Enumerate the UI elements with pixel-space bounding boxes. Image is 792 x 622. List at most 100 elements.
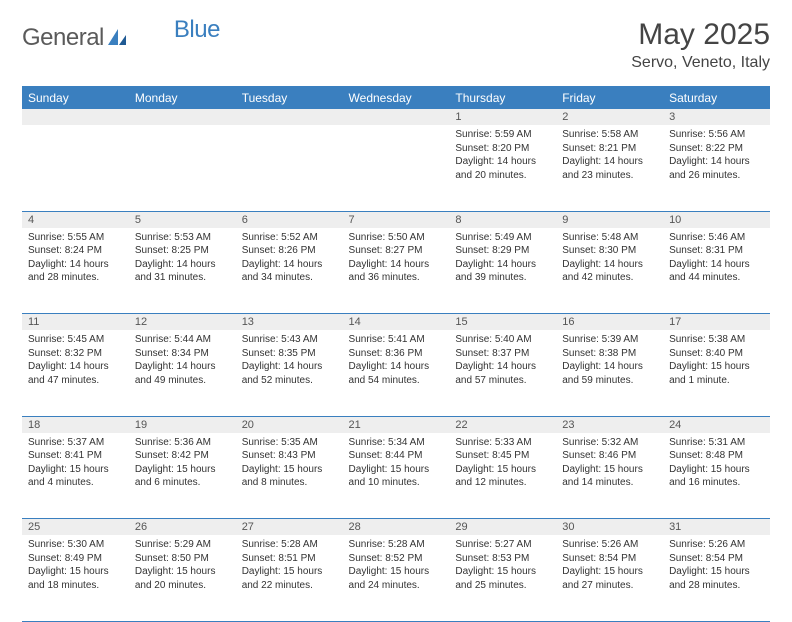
day-d1: Daylight: 15 hours bbox=[455, 565, 550, 579]
day-sr: Sunrise: 5:33 AM bbox=[455, 436, 550, 450]
day-d2: and 59 minutes. bbox=[562, 374, 657, 388]
day-number-cell: 31 bbox=[663, 519, 770, 536]
day-content-cell: Sunrise: 5:29 AMSunset: 8:50 PMDaylight:… bbox=[129, 535, 236, 621]
day-content-cell: Sunrise: 5:59 AMSunset: 8:20 PMDaylight:… bbox=[449, 125, 556, 211]
day-content-cell: Sunrise: 5:55 AMSunset: 8:24 PMDaylight:… bbox=[22, 228, 129, 314]
day-d1: Daylight: 15 hours bbox=[562, 565, 657, 579]
day-content-cell: Sunrise: 5:39 AMSunset: 8:38 PMDaylight:… bbox=[556, 330, 663, 416]
day-ss: Sunset: 8:53 PM bbox=[455, 552, 550, 566]
weekday-header: Wednesday bbox=[343, 87, 450, 110]
day-d1: Daylight: 15 hours bbox=[669, 565, 764, 579]
day-content-cell: Sunrise: 5:31 AMSunset: 8:48 PMDaylight:… bbox=[663, 433, 770, 519]
day-number-cell: 30 bbox=[556, 519, 663, 536]
day-content-row: Sunrise: 5:37 AMSunset: 8:41 PMDaylight:… bbox=[22, 433, 770, 519]
day-sr: Sunrise: 5:36 AM bbox=[135, 436, 230, 450]
day-number-cell bbox=[236, 109, 343, 125]
day-ss: Sunset: 8:54 PM bbox=[669, 552, 764, 566]
day-number-cell: 8 bbox=[449, 211, 556, 228]
location: Servo, Veneto, Italy bbox=[631, 54, 770, 72]
day-ss: Sunset: 8:22 PM bbox=[669, 142, 764, 156]
day-content-cell: Sunrise: 5:49 AMSunset: 8:29 PMDaylight:… bbox=[449, 228, 556, 314]
day-ss: Sunset: 8:52 PM bbox=[349, 552, 444, 566]
day-d2: and 24 minutes. bbox=[349, 579, 444, 593]
day-number-cell: 2 bbox=[556, 109, 663, 125]
day-ss: Sunset: 8:38 PM bbox=[562, 347, 657, 361]
logo-sail-icon bbox=[106, 27, 128, 49]
day-sr: Sunrise: 5:27 AM bbox=[455, 538, 550, 552]
day-content-cell: Sunrise: 5:37 AMSunset: 8:41 PMDaylight:… bbox=[22, 433, 129, 519]
day-content-cell: Sunrise: 5:52 AMSunset: 8:26 PMDaylight:… bbox=[236, 228, 343, 314]
day-content-cell: Sunrise: 5:32 AMSunset: 8:46 PMDaylight:… bbox=[556, 433, 663, 519]
day-sr: Sunrise: 5:46 AM bbox=[669, 231, 764, 245]
day-content-cell: Sunrise: 5:58 AMSunset: 8:21 PMDaylight:… bbox=[556, 125, 663, 211]
day-ss: Sunset: 8:50 PM bbox=[135, 552, 230, 566]
day-d1: Daylight: 14 hours bbox=[562, 258, 657, 272]
day-d2: and 18 minutes. bbox=[28, 579, 123, 593]
day-d1: Daylight: 15 hours bbox=[669, 360, 764, 374]
day-d1: Daylight: 15 hours bbox=[349, 565, 444, 579]
day-number-cell: 18 bbox=[22, 416, 129, 433]
logo-text-1: General bbox=[22, 24, 104, 52]
day-number-cell: 23 bbox=[556, 416, 663, 433]
day-number-cell bbox=[129, 109, 236, 125]
day-sr: Sunrise: 5:35 AM bbox=[242, 436, 337, 450]
day-d2: and 14 minutes. bbox=[562, 476, 657, 490]
day-number-cell: 7 bbox=[343, 211, 450, 228]
day-number-row: 45678910 bbox=[22, 211, 770, 228]
day-d2: and 31 minutes. bbox=[135, 271, 230, 285]
day-sr: Sunrise: 5:26 AM bbox=[669, 538, 764, 552]
day-d2: and 23 minutes. bbox=[562, 169, 657, 183]
day-sr: Sunrise: 5:26 AM bbox=[562, 538, 657, 552]
day-content-cell bbox=[236, 125, 343, 211]
day-sr: Sunrise: 5:34 AM bbox=[349, 436, 444, 450]
day-d2: and 25 minutes. bbox=[455, 579, 550, 593]
day-content-cell bbox=[22, 125, 129, 211]
day-ss: Sunset: 8:51 PM bbox=[242, 552, 337, 566]
day-d1: Daylight: 14 hours bbox=[349, 258, 444, 272]
day-d2: and 39 minutes. bbox=[455, 271, 550, 285]
day-number-cell: 9 bbox=[556, 211, 663, 228]
day-d2: and 4 minutes. bbox=[28, 476, 123, 490]
day-d2: and 49 minutes. bbox=[135, 374, 230, 388]
day-sr: Sunrise: 5:56 AM bbox=[669, 128, 764, 142]
day-content-row: Sunrise: 5:59 AMSunset: 8:20 PMDaylight:… bbox=[22, 125, 770, 211]
day-d2: and 34 minutes. bbox=[242, 271, 337, 285]
day-d2: and 28 minutes. bbox=[28, 271, 123, 285]
day-number-row: 25262728293031 bbox=[22, 519, 770, 536]
day-d1: Daylight: 15 hours bbox=[562, 463, 657, 477]
day-sr: Sunrise: 5:40 AM bbox=[455, 333, 550, 347]
day-d2: and 6 minutes. bbox=[135, 476, 230, 490]
day-content-cell: Sunrise: 5:30 AMSunset: 8:49 PMDaylight:… bbox=[22, 535, 129, 621]
day-ss: Sunset: 8:42 PM bbox=[135, 449, 230, 463]
day-number-cell: 27 bbox=[236, 519, 343, 536]
day-content-cell: Sunrise: 5:38 AMSunset: 8:40 PMDaylight:… bbox=[663, 330, 770, 416]
day-d1: Daylight: 15 hours bbox=[242, 463, 337, 477]
day-ss: Sunset: 8:46 PM bbox=[562, 449, 657, 463]
day-number-row: 18192021222324 bbox=[22, 416, 770, 433]
weekday-header: Tuesday bbox=[236, 87, 343, 110]
day-number-cell: 22 bbox=[449, 416, 556, 433]
day-d2: and 22 minutes. bbox=[242, 579, 337, 593]
day-sr: Sunrise: 5:53 AM bbox=[135, 231, 230, 245]
day-ss: Sunset: 8:30 PM bbox=[562, 244, 657, 258]
day-d1: Daylight: 15 hours bbox=[28, 565, 123, 579]
day-d2: and 42 minutes. bbox=[562, 271, 657, 285]
weekday-header: Friday bbox=[556, 87, 663, 110]
weekday-header: Monday bbox=[129, 87, 236, 110]
day-d1: Daylight: 15 hours bbox=[349, 463, 444, 477]
day-content-cell: Sunrise: 5:26 AMSunset: 8:54 PMDaylight:… bbox=[663, 535, 770, 621]
day-d2: and 44 minutes. bbox=[669, 271, 764, 285]
day-d1: Daylight: 14 hours bbox=[455, 258, 550, 272]
weekday-header: Saturday bbox=[663, 87, 770, 110]
weekday-header: Thursday bbox=[449, 87, 556, 110]
day-d1: Daylight: 14 hours bbox=[28, 360, 123, 374]
day-ss: Sunset: 8:21 PM bbox=[562, 142, 657, 156]
day-number-row: 11121314151617 bbox=[22, 314, 770, 331]
day-content-cell: Sunrise: 5:34 AMSunset: 8:44 PMDaylight:… bbox=[343, 433, 450, 519]
day-ss: Sunset: 8:49 PM bbox=[28, 552, 123, 566]
header: General Blue May 2025 Servo, Veneto, Ita… bbox=[22, 18, 770, 72]
day-d1: Daylight: 15 hours bbox=[28, 463, 123, 477]
day-number-cell: 15 bbox=[449, 314, 556, 331]
day-ss: Sunset: 8:48 PM bbox=[669, 449, 764, 463]
day-content-cell: Sunrise: 5:28 AMSunset: 8:51 PMDaylight:… bbox=[236, 535, 343, 621]
